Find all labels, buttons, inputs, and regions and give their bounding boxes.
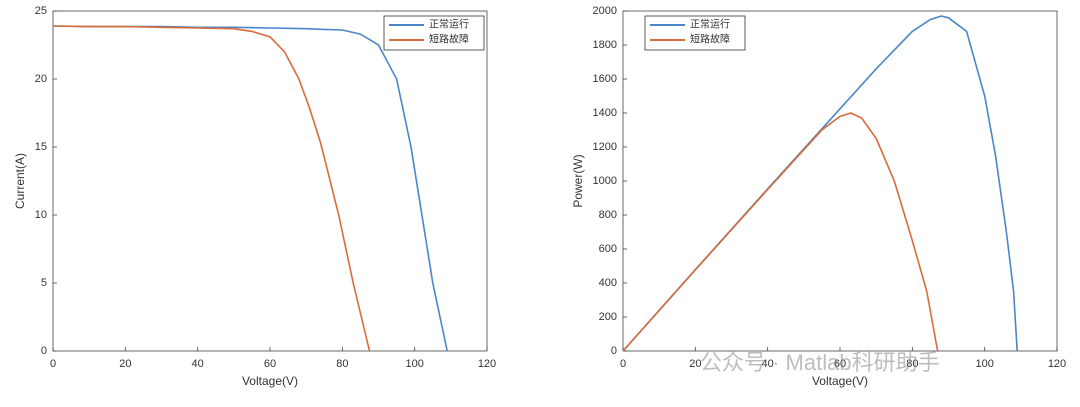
x-tick-label: 120 <box>478 358 496 370</box>
x-tick-label: 0 <box>50 358 56 370</box>
y-tick-label: 800 <box>599 209 617 221</box>
plot-frame <box>622 10 1058 352</box>
x-tick-label: 20 <box>689 358 701 370</box>
x-tick-label: 60 <box>264 358 276 370</box>
y-tick-label: 20 <box>35 73 47 85</box>
series-line <box>52 25 371 352</box>
x-tick-label: 60 <box>834 358 846 370</box>
x-axis-label: Voltage(V) <box>812 374 868 388</box>
y-tick-label: 2000 <box>593 5 617 17</box>
y-tick-label: 1600 <box>593 73 617 85</box>
y-axis-label: Power(W) <box>571 154 585 207</box>
y-tick-label: 25 <box>35 5 47 17</box>
y-tick-label: 5 <box>41 277 47 289</box>
y-axis-label: Current(A) <box>13 153 27 209</box>
y-tick-label: 10 <box>35 209 47 221</box>
series-line <box>52 25 448 352</box>
legend-label: 正常运行 <box>690 18 730 31</box>
legend-box <box>644 15 746 51</box>
watermark: 公众号 · Matlab科研助手 <box>700 350 940 375</box>
y-tick-label: 0 <box>41 345 47 357</box>
y-tick-label: 15 <box>35 141 47 153</box>
y-tick-label: 1000 <box>593 175 617 187</box>
x-tick-label: 0 <box>620 358 626 370</box>
x-tick-label: 20 <box>119 358 131 370</box>
y-tick-label: 600 <box>599 243 617 255</box>
x-tick-label: 40 <box>192 358 204 370</box>
y-tick-label: 1200 <box>593 141 617 153</box>
legend-label: 短路故障 <box>429 33 469 46</box>
y-tick-label: 1800 <box>593 39 617 51</box>
y-tick-label: 400 <box>599 277 617 289</box>
x-axis-label: Voltage(V) <box>242 374 298 388</box>
x-tick-label: 80 <box>336 358 348 370</box>
y-tick-label: 0 <box>611 345 617 357</box>
series-line <box>622 15 1018 352</box>
y-tick-label: 1400 <box>593 107 617 119</box>
x-tick-label: 100 <box>975 358 993 370</box>
legend-box <box>383 15 485 51</box>
series-line <box>622 112 939 352</box>
plot-frame <box>52 10 488 352</box>
x-tick-label: 40 <box>762 358 774 370</box>
legend-label: 正常运行 <box>429 18 469 31</box>
y-tick-label: 200 <box>599 311 617 323</box>
x-tick-label: 120 <box>1048 358 1066 370</box>
x-tick-label: 100 <box>405 358 423 370</box>
legend-label: 短路故障 <box>690 33 730 46</box>
x-tick-label: 80 <box>906 358 918 370</box>
